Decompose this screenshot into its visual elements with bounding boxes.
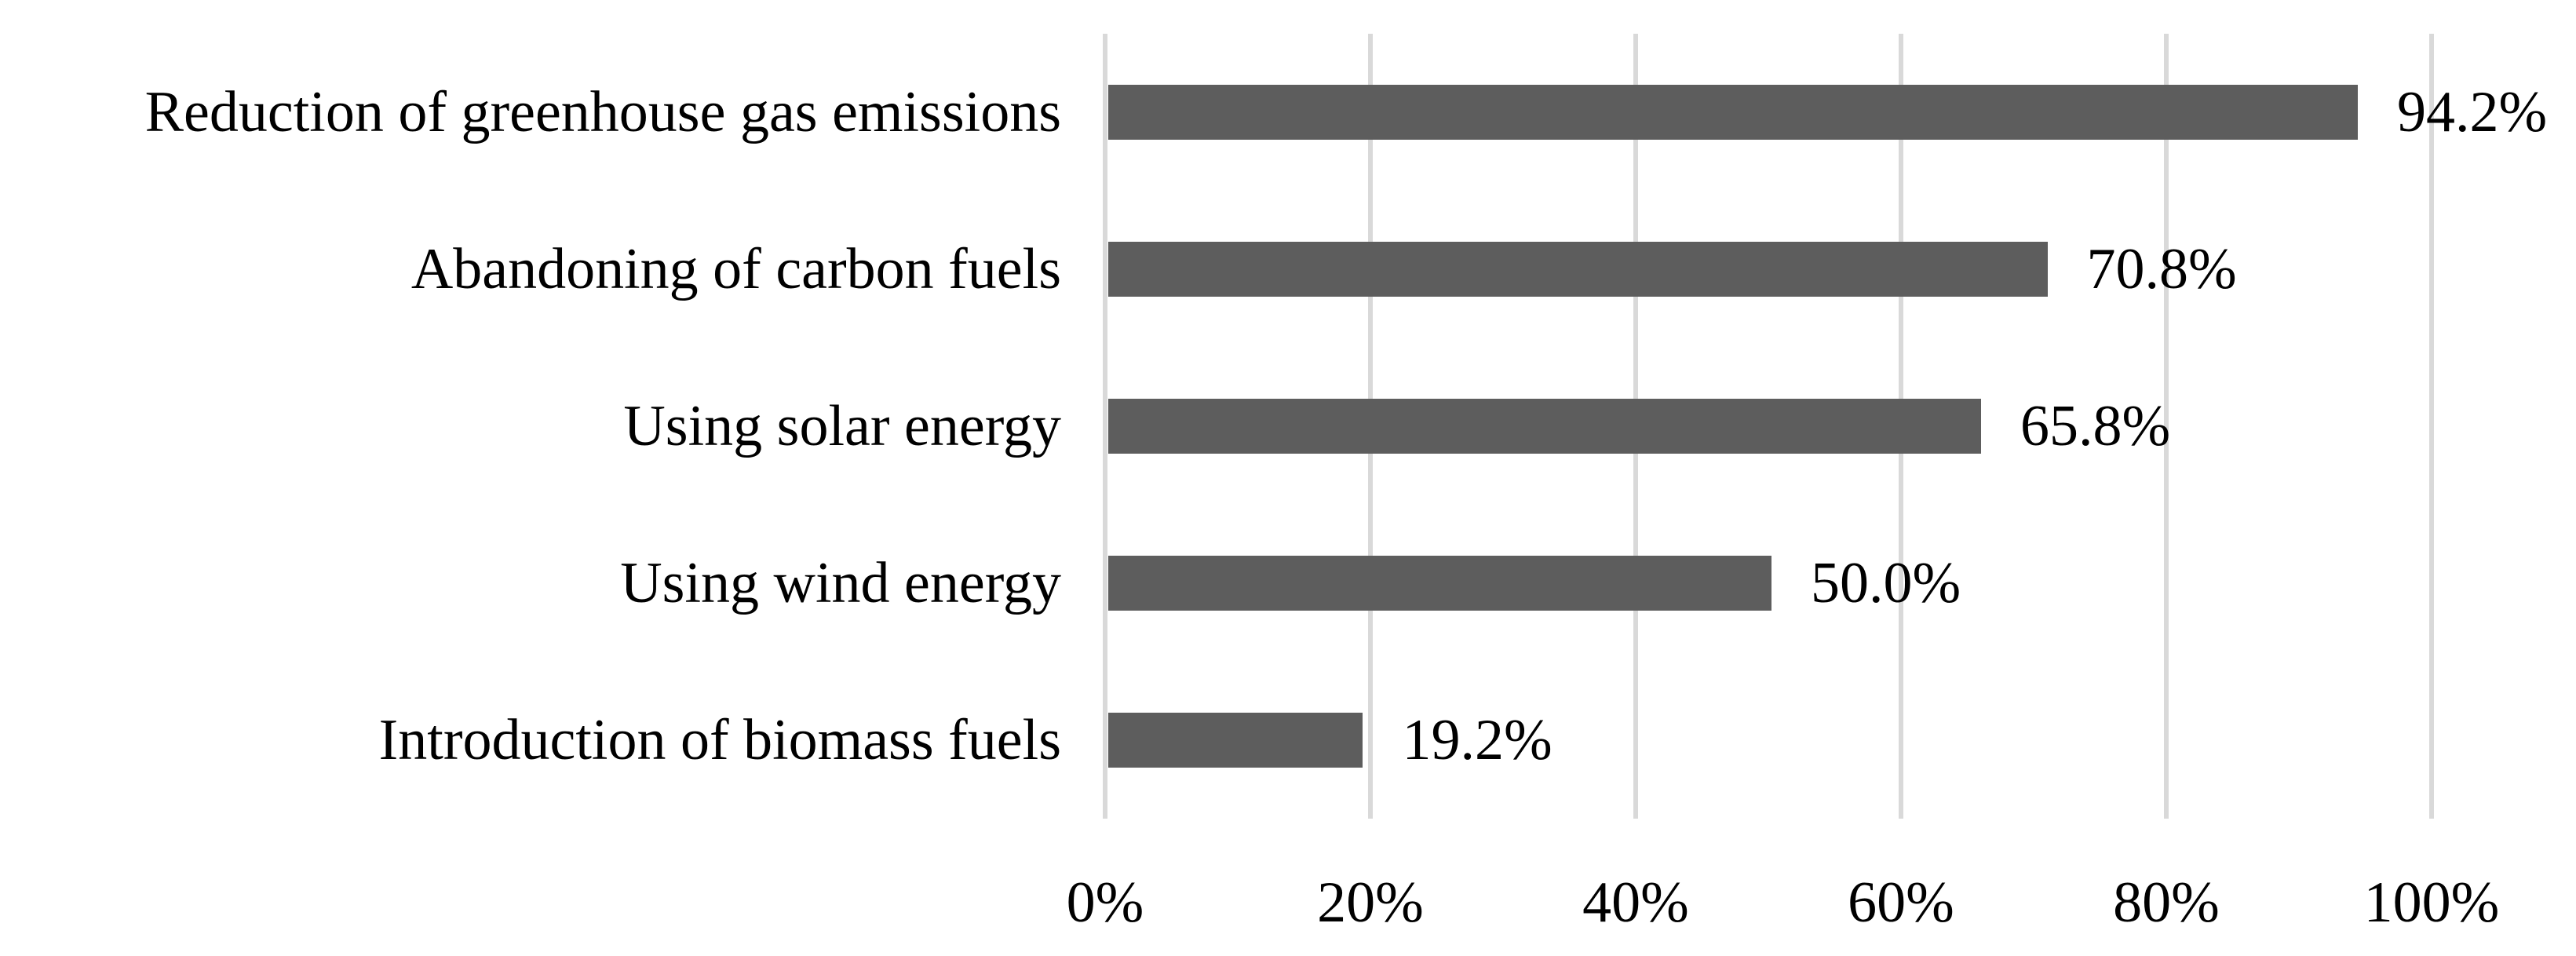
value-label: 19.2% [1402, 708, 1553, 772]
category-label: Reduction of greenhouse gas emissions [144, 80, 1061, 144]
x-tick-label: 0% [1066, 870, 1144, 935]
category-label: Using solar energy [623, 394, 1061, 458]
x-tick-label: 80% [2113, 870, 2220, 935]
value-label: 70.8% [2086, 237, 2237, 301]
plot-area: 94.2% 70.8% 65.8% 50.0% 19.2% [1103, 34, 2547, 819]
value-label: 50.0% [1811, 551, 1961, 615]
category-label: Using wind energy [620, 551, 1061, 615]
x-tick-label: 60% [1848, 870, 1954, 935]
x-tick-label: 100% [2363, 870, 2500, 935]
bar [1108, 399, 1982, 454]
gridline [1103, 34, 1107, 819]
bar [1108, 242, 2048, 297]
x-tick-label: 40% [1582, 870, 1689, 935]
x-tick-label: 20% [1317, 870, 1424, 935]
bar [1108, 85, 2358, 140]
bar [1108, 713, 1363, 768]
category-label: Introduction of biomass fuels [378, 708, 1061, 772]
value-label: 65.8% [2020, 394, 2171, 458]
gridline [2164, 34, 2169, 819]
gridline [2429, 34, 2434, 819]
category-label: Abandoning of carbon fuels [410, 237, 1061, 301]
bar [1108, 556, 1771, 611]
value-label: 94.2% [2396, 80, 2548, 144]
